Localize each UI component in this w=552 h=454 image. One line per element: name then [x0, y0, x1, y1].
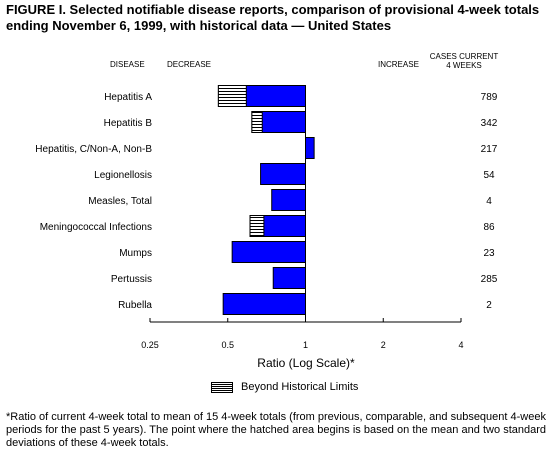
- hatch-swatch: [211, 381, 233, 393]
- case-count: 4: [486, 196, 492, 207]
- category-label: Measles, Total: [88, 196, 152, 207]
- cases-column-header: CASES CURRENT 4 WEEKS: [424, 52, 504, 70]
- category-label: Hepatitis, C/Non-A, Non-B: [35, 144, 152, 155]
- category-label: Pertussis: [111, 274, 152, 285]
- category-label: Mumps: [119, 248, 152, 259]
- x-tick-label: 0.5: [221, 340, 234, 350]
- category-label: Legionellosis: [94, 170, 152, 181]
- cases-header-line2: 4 WEEKS: [446, 61, 482, 70]
- case-count: 217: [481, 144, 498, 155]
- x-tick-label: 1: [303, 340, 308, 350]
- hatch-segment: [251, 111, 263, 133]
- category-labels: Hepatitis A Hepatitis B Hepatitis, C/Non-A…: [35, 92, 152, 311]
- category-label: Meningococcal Infections: [40, 222, 152, 233]
- x-axis-label: Ratio (Log Scale)*: [257, 356, 355, 370]
- category-label: Hepatitis A: [104, 92, 152, 103]
- case-count: 86: [483, 222, 495, 233]
- case-count: 54: [483, 170, 495, 181]
- case-count: 285: [481, 274, 498, 285]
- bar: [222, 293, 307, 315]
- bar: [305, 137, 315, 159]
- bars: [217, 85, 315, 315]
- bar: [260, 163, 306, 185]
- case-count: 342: [481, 118, 498, 129]
- case-count: 789: [481, 92, 498, 103]
- hatch-segment: [249, 215, 265, 237]
- bar: [272, 267, 306, 289]
- x-tick-label: 0.25: [141, 340, 159, 350]
- category-label: Hepatitis B: [104, 118, 153, 129]
- disease-column-header: DISEASE: [110, 60, 145, 69]
- cases-header-line1: CASES CURRENT: [429, 52, 499, 61]
- increase-label: INCREASE: [378, 60, 419, 69]
- footnote: *Ratio of current 4-week total to mean o…: [6, 411, 546, 449]
- case-count: 2: [486, 300, 492, 311]
- hatch-segment: [217, 85, 247, 107]
- decrease-label: DECREASE: [167, 60, 212, 69]
- case-counts: 789 342 217 54 4 86 23 285 2: [481, 92, 498, 311]
- legend-label: Beyond Historical Limits: [241, 381, 359, 393]
- x-tick-label: 4: [458, 340, 463, 350]
- case-count: 23: [483, 248, 495, 259]
- x-tick-label: 2: [381, 340, 386, 350]
- category-label: Rubella: [118, 300, 152, 311]
- figure-title: FIGURE I. Selected notifiable disease re…: [6, 2, 540, 33]
- bar: [271, 189, 307, 211]
- bar: [231, 241, 306, 263]
- legend: Beyond Historical Limits: [211, 380, 358, 394]
